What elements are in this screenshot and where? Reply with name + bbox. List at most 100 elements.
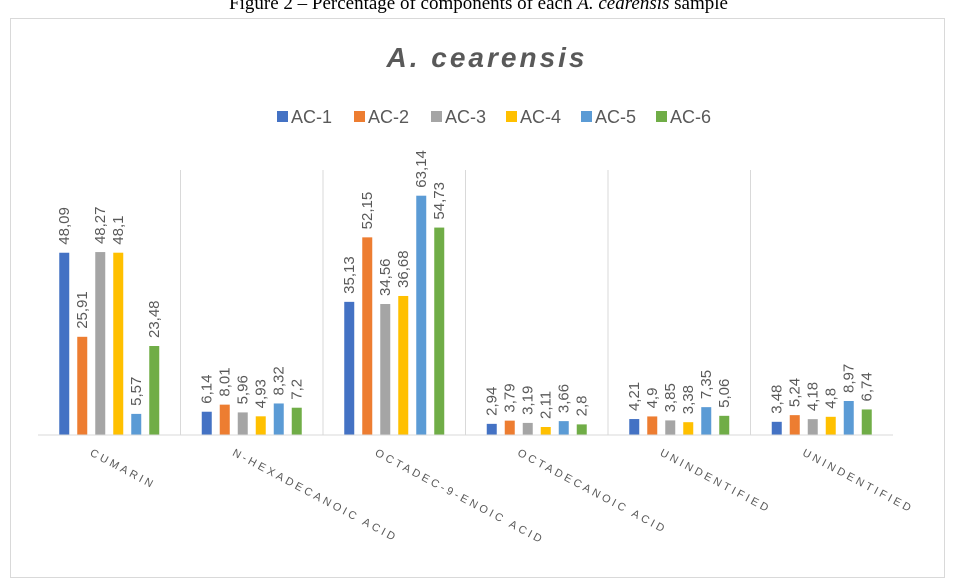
bar-ac-2-4 bbox=[504, 420, 515, 435]
bar-ac-3-5 bbox=[665, 420, 676, 435]
data-label-ac-2-6: 5,24 bbox=[787, 378, 804, 407]
legend-label-ac-1: AC-1 bbox=[291, 107, 332, 127]
bar-ac-1-4 bbox=[486, 423, 497, 435]
data-label-ac-1-5: 4,21 bbox=[626, 382, 643, 411]
bar-ac-5-4 bbox=[558, 421, 569, 435]
data-label-ac-2-1: 25,91 bbox=[74, 291, 91, 329]
legend-swatch-ac-6 bbox=[656, 111, 667, 122]
bar-ac-2-6 bbox=[789, 415, 800, 435]
bar-ac-5-1 bbox=[131, 413, 142, 435]
legend-label-ac-5: AC-5 bbox=[595, 107, 636, 127]
legend-swatch-ac-4 bbox=[506, 111, 517, 122]
data-label-ac-2-3: 52,15 bbox=[359, 192, 376, 230]
category-label-3: OCTADEC-9-ENOIC ACID bbox=[373, 447, 546, 547]
data-label-ac-5-5: 7,35 bbox=[698, 370, 715, 399]
bar-ac-6-4 bbox=[576, 424, 587, 435]
category-separators bbox=[180, 170, 751, 435]
bar-ac-5-3 bbox=[416, 195, 427, 435]
data-label-ac-5-6: 8,97 bbox=[841, 364, 858, 393]
data-label-ac-2-4: 3,79 bbox=[502, 383, 519, 412]
bar-ac-2-3 bbox=[362, 237, 373, 435]
bar-ac-1-5 bbox=[629, 419, 640, 435]
chart-frame bbox=[10, 18, 945, 578]
bar-ac-2-5 bbox=[647, 416, 658, 435]
legend-swatch-ac-3 bbox=[431, 111, 442, 122]
bar-ac-1-6 bbox=[771, 421, 782, 435]
data-label-ac-5-3: 63,14 bbox=[413, 150, 430, 188]
data-label-ac-2-2: 8,01 bbox=[217, 367, 234, 396]
data-label-ac-3-3: 34,56 bbox=[377, 258, 394, 296]
bars bbox=[59, 195, 872, 435]
figure-caption-species: A. cearensis bbox=[577, 0, 670, 14]
data-label-ac-4-2: 4,93 bbox=[253, 379, 270, 408]
figure-caption-suffix: sample bbox=[669, 0, 728, 14]
data-label-ac-6-4: 2,8 bbox=[574, 396, 591, 417]
data-label-ac-3-6: 4,18 bbox=[805, 382, 822, 411]
bar-ac-4-4 bbox=[540, 427, 551, 435]
legend-label-ac-4: AC-4 bbox=[520, 107, 561, 127]
data-label-ac-6-5: 5,06 bbox=[716, 379, 733, 408]
bar-ac-3-1 bbox=[95, 252, 106, 435]
bar-ac-4-3 bbox=[398, 295, 409, 435]
category-label-5: UNINDENTIFIED bbox=[658, 447, 773, 516]
bar-ac-3-4 bbox=[522, 422, 533, 435]
category-label-2: N-HEXADECANOIC ACID bbox=[230, 447, 399, 545]
bar-ac-6-6 bbox=[861, 409, 872, 435]
legend-swatch-ac-2 bbox=[354, 111, 365, 122]
figure-caption-prefix: Figure 2 – Percentage of components of e… bbox=[229, 0, 578, 14]
bar-ac-2-2 bbox=[219, 404, 230, 435]
data-label-ac-4-4: 2,11 bbox=[538, 391, 555, 419]
category-labels: CUMARIN N-HEXADECANOIC ACIDOCTADEC-9-ENOI… bbox=[88, 447, 916, 547]
data-label-ac-4-5: 3,38 bbox=[680, 385, 697, 414]
bar-ac-2-1 bbox=[77, 336, 88, 435]
data-labels: 48,09 25,91 48,27 48,1 5,57 23,48 6,14 8,01 5,96… bbox=[56, 150, 876, 419]
data-label-ac-6-3: 54,73 bbox=[431, 182, 448, 220]
category-label-6: UNINDENTIFIED bbox=[800, 447, 915, 516]
legend-swatch-ac-1 bbox=[277, 111, 288, 122]
bar-ac-3-3 bbox=[380, 304, 391, 435]
bar-ac-6-3 bbox=[434, 227, 445, 435]
bar-ac-5-6 bbox=[843, 401, 854, 435]
bar-ac-3-2 bbox=[237, 412, 248, 435]
data-label-ac-4-6: 4,8 bbox=[823, 388, 840, 409]
data-label-ac-1-2: 6,14 bbox=[199, 375, 216, 404]
legend-label-ac-2: AC-2 bbox=[368, 107, 409, 127]
bar-ac-1-3 bbox=[344, 301, 355, 435]
bar-ac-6-2 bbox=[291, 407, 302, 435]
bar-ac-3-6 bbox=[807, 419, 818, 435]
legend-label-ac-3: AC-3 bbox=[445, 107, 486, 127]
bar-ac-1-2 bbox=[201, 411, 212, 435]
chart-title: A. cearensis bbox=[386, 42, 588, 73]
category-label-4: OCTADECANOIC ACID bbox=[515, 447, 669, 536]
data-label-ac-1-3: 35,13 bbox=[341, 256, 358, 294]
data-label-ac-1-1: 48,09 bbox=[56, 207, 73, 245]
data-label-ac-3-2: 5,96 bbox=[235, 375, 252, 404]
bar-ac-4-2 bbox=[255, 416, 266, 435]
bar-ac-6-1 bbox=[149, 346, 160, 435]
data-label-ac-6-1: 23,48 bbox=[146, 300, 163, 338]
legend: AC-1 AC-2 AC-3 AC-4 AC-5 AC-6 bbox=[277, 107, 711, 127]
data-label-ac-6-2: 7,2 bbox=[289, 379, 306, 400]
legend-swatch-ac-5 bbox=[581, 111, 592, 122]
bar-ac-1-1 bbox=[59, 252, 70, 435]
data-label-ac-4-3: 36,68 bbox=[395, 250, 412, 288]
data-label-ac-5-4: 3,66 bbox=[556, 384, 573, 413]
legend-label-ac-6: AC-6 bbox=[670, 107, 711, 127]
data-label-ac-5-2: 8,32 bbox=[271, 366, 288, 395]
data-label-ac-1-6: 3,48 bbox=[769, 385, 786, 414]
bar-ac-4-1 bbox=[113, 252, 124, 435]
data-label-ac-6-6: 6,74 bbox=[859, 372, 876, 401]
bar-ac-4-6 bbox=[825, 416, 836, 435]
bar-ac-5-5 bbox=[701, 407, 712, 435]
bar-ac-5-2 bbox=[273, 403, 284, 435]
data-label-ac-4-1: 48,1 bbox=[110, 215, 127, 244]
data-label-ac-3-1: 48,27 bbox=[92, 207, 109, 245]
data-label-ac-5-1: 5,57 bbox=[128, 377, 145, 406]
figure-caption: Figure 2 – Percentage of components of e… bbox=[0, 0, 957, 15]
data-label-ac-3-5: 3,85 bbox=[662, 383, 679, 412]
data-label-ac-3-4: 3,19 bbox=[520, 386, 537, 415]
category-label-1: CUMARIN bbox=[88, 447, 158, 492]
bar-ac-6-5 bbox=[719, 415, 730, 435]
bar-ac-4-5 bbox=[683, 422, 694, 435]
